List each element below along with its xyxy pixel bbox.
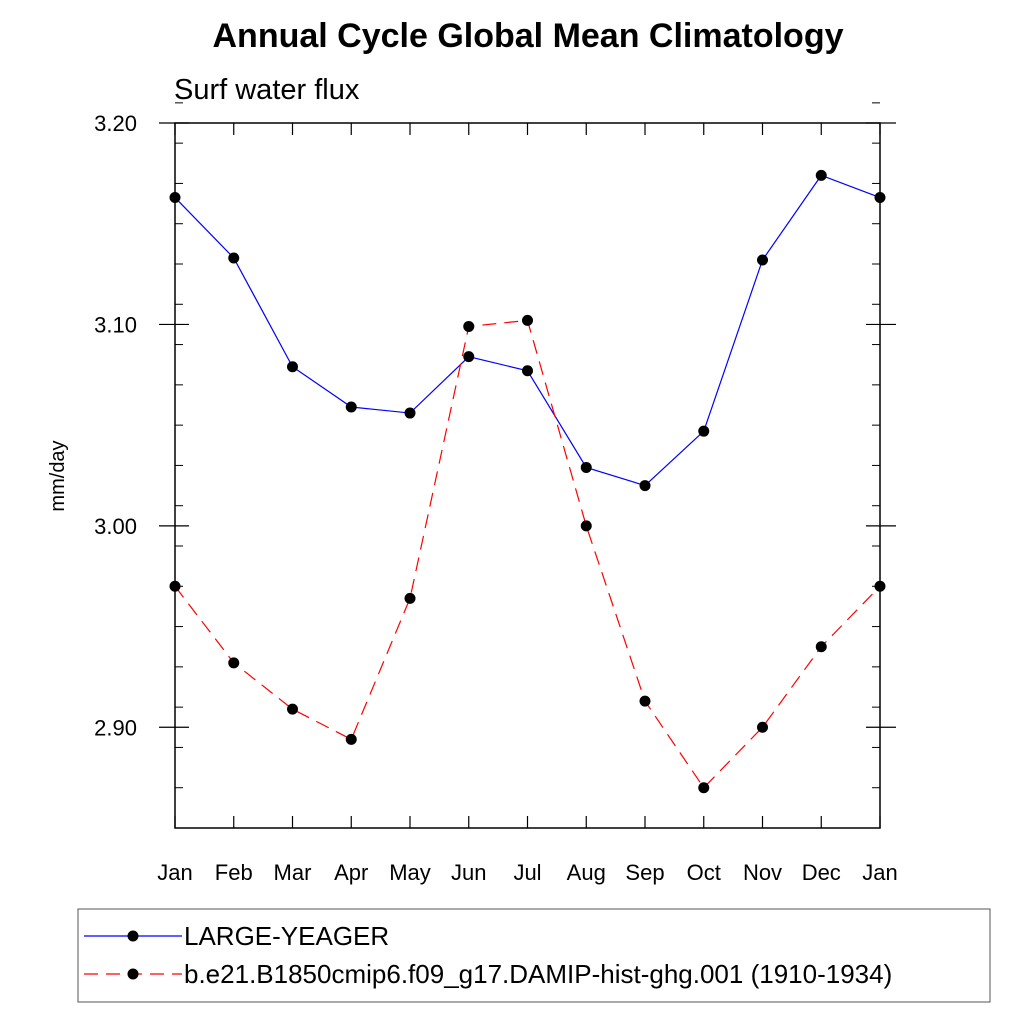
data-point [169,192,181,204]
x-tick-label: Feb [215,860,253,885]
data-point [463,320,475,332]
series-layer [169,169,886,794]
y-tick-label: 2.90 [94,715,137,740]
x-tick-label: Jan [862,860,897,885]
x-tick-label: Nov [743,860,782,885]
x-tick-label: May [389,860,431,885]
axes: Jan Feb Mar Apr May Jun Jul Aug Sep Oct Nov Dec Jan 2… [94,102,898,885]
data-point [757,721,768,733]
x-tick-label: Jan [157,860,192,885]
y-tick-label: 3.20 [94,111,137,136]
data-point [404,592,416,604]
series-2 [169,314,886,794]
legend-marker-1 [127,930,139,942]
data-point [228,252,240,264]
data-point [169,580,181,592]
x-tick-label: Sep [625,860,664,885]
data-point [874,192,886,204]
legend-label-2: b.e21.B1850cmip6.f09_g17.DAMIP-hist-ghg.… [184,959,892,989]
chart-subtitle: Surf water flux [174,74,360,106]
data-point [580,461,592,473]
data-point [287,361,298,373]
legend-marker-2 [127,968,139,980]
x-tick-label: Mar [274,860,312,885]
y-axis-label: mm/day [47,440,69,511]
legend-box [77,908,991,1003]
legend-label-1: LARGE-YEAGER [184,921,389,951]
data-point [815,169,827,181]
chart-title: Annual Cycle Global Mean Climatology [213,17,844,55]
y-tick-label: 3.10 [94,312,137,337]
data-point [757,254,768,266]
series-line [174,319,881,789]
x-tick-label: Jul [513,860,541,885]
plot-frame [174,122,881,829]
x-tick-label: Jun [451,860,486,885]
data-point [228,657,240,669]
data-point [639,695,651,707]
data-point [345,401,357,413]
data-point [522,365,533,377]
data-point [345,733,357,745]
x-tick-label: Dec [802,860,841,885]
series-line [174,174,881,487]
series-1 [169,169,886,492]
data-point [463,351,475,363]
y-tick-label: 3.00 [94,514,137,539]
data-point [404,407,416,419]
x-tick-label: Aug [567,860,606,885]
x-tick-label: Apr [334,860,368,885]
x-tick-label: Oct [687,860,721,885]
data-point [580,520,592,532]
data-point [698,425,710,437]
legend: LARGE-YEAGER b.e21.B1850cmip6.f09_g17.DAM… [84,921,892,989]
data-point [639,480,651,492]
data-point [698,782,710,794]
data-point [287,703,298,715]
data-point [522,314,533,326]
data-point [874,580,886,592]
data-point [815,641,827,653]
